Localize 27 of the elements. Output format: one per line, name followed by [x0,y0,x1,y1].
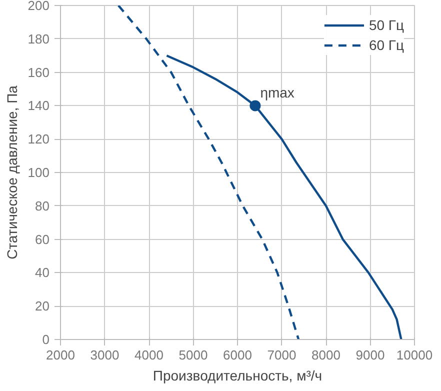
x-tick-label: 8000 [312,348,340,362]
y-tick-label: 120 [28,132,50,147]
y-tick-label: 40 [35,265,50,280]
x-tick-label: 7000 [267,348,296,362]
y-tick-label: 200 [28,0,50,13]
y-tick-label: 80 [35,198,50,214]
y-tick-label: 100 [28,165,50,180]
y-axis-title: Статическое давление, Па [4,85,20,260]
line-series [117,6,300,340]
x-tick-label: 3000 [90,348,120,362]
x-tick-label: 10000 [396,348,433,362]
legend-label: 60 Гц [368,37,404,53]
line-series [166,54,402,340]
y-tick-label: 140 [28,98,50,114]
legend-label: 50 Гц [368,17,404,33]
y-tick-label: 160 [28,64,50,80]
y-tick-label: 180 [28,31,50,46]
x-tick-label: 6000 [223,348,252,362]
x-tick-label: 5000 [178,348,208,362]
y-tick-label: 0 [42,332,50,347]
x-axis-title: Производительность, м³/ч [152,368,322,384]
x-tick-label: 4000 [134,348,164,362]
annotation: ηmax [260,84,294,101]
x-tick-label: 2000 [46,348,75,362]
x-tick-label: 9000 [356,348,385,362]
y-tick-label: 20 [35,298,50,314]
y-tick-label: 60 [35,232,50,247]
